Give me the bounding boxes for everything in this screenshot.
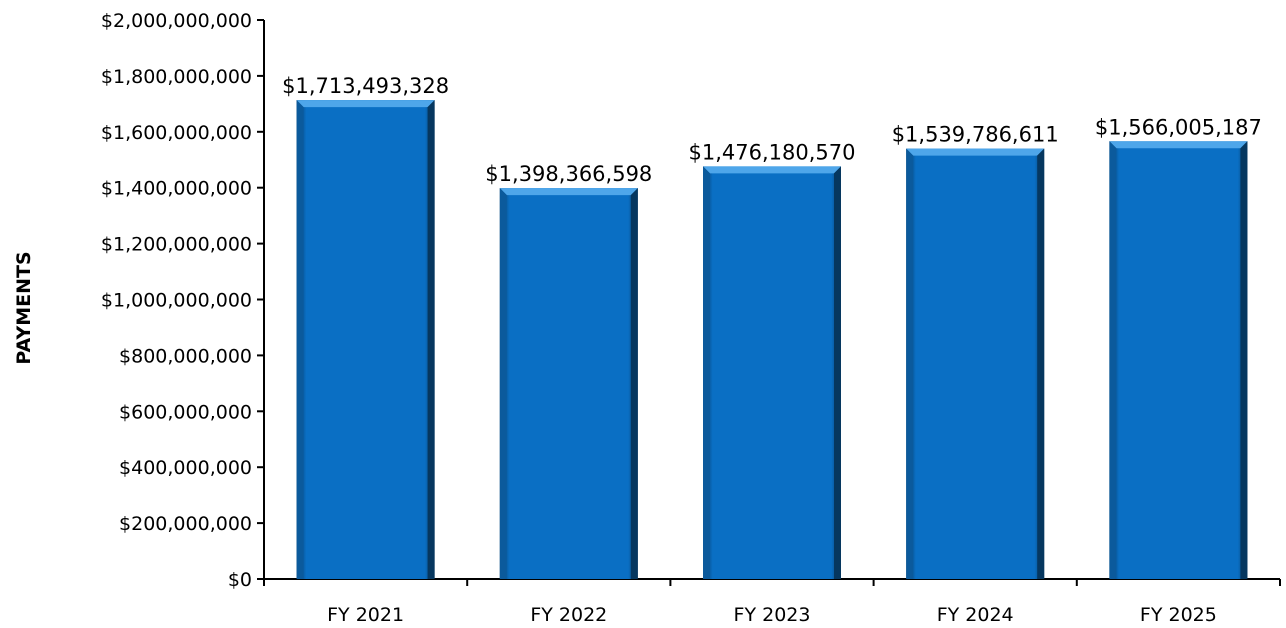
bar-top-bevel bbox=[906, 148, 1045, 156]
bar-body bbox=[703, 166, 841, 579]
bar-right-bevel bbox=[834, 166, 841, 579]
bar-left-bevel bbox=[703, 166, 710, 579]
x-tick-label: FY 2021 bbox=[327, 604, 404, 626]
bar-right-bevel bbox=[427, 100, 435, 579]
bar-top-bevel bbox=[703, 166, 841, 174]
bar bbox=[296, 100, 435, 579]
bar-value-label: $1,398,366,598 bbox=[485, 162, 652, 186]
bar-body bbox=[499, 188, 638, 579]
y-tick-label: $400,000,000 bbox=[119, 457, 252, 479]
bar-left-bevel bbox=[1109, 141, 1117, 579]
x-tick-label: FY 2025 bbox=[1140, 604, 1217, 626]
y-tick-label: $1,400,000,000 bbox=[101, 178, 252, 200]
bar-value-label: $1,476,180,570 bbox=[689, 140, 856, 164]
y-tick-label: $1,800,000,000 bbox=[101, 66, 252, 88]
x-tick-label: FY 2023 bbox=[734, 604, 811, 626]
bar-body bbox=[296, 100, 435, 579]
bar-right-bevel bbox=[1037, 148, 1045, 579]
bar-right-bevel bbox=[630, 188, 638, 579]
x-tick-label: FY 2022 bbox=[530, 604, 607, 626]
bar-top-bevel bbox=[499, 188, 638, 196]
bar-left-bevel bbox=[499, 188, 507, 579]
y-tick-label: $1,600,000,000 bbox=[101, 122, 252, 144]
bar-value-label: $1,539,786,611 bbox=[892, 123, 1059, 147]
bar bbox=[703, 166, 841, 579]
data-labels: $1,713,493,328 $1,398,366,598 $1,476,180,5… bbox=[282, 74, 1262, 186]
bar-body bbox=[1109, 141, 1248, 579]
y-axis: $0 $200,000,000 $400,000,000 $600,000,000 $8… bbox=[101, 10, 265, 591]
bar bbox=[499, 188, 638, 579]
y-tick-label: $2,000,000,000 bbox=[101, 10, 252, 32]
bar bbox=[1109, 141, 1248, 579]
bar-value-label: $1,713,493,328 bbox=[282, 74, 449, 98]
bar-right-bevel bbox=[1240, 141, 1248, 579]
y-tick-label: $200,000,000 bbox=[119, 513, 252, 535]
bars bbox=[296, 100, 1248, 579]
y-tick-label: $1,000,000,000 bbox=[101, 290, 252, 312]
y-tick-label: $800,000,000 bbox=[119, 345, 252, 367]
bar-left-bevel bbox=[906, 148, 914, 579]
y-tick-label: $600,000,000 bbox=[119, 401, 252, 423]
bar-top-bevel bbox=[296, 100, 435, 108]
bar bbox=[906, 148, 1045, 579]
bar-value-label: $1,566,005,187 bbox=[1095, 115, 1262, 139]
bar-left-bevel bbox=[296, 100, 304, 579]
x-axis: FY 2021 FY 2022 FY 2023 FY 2024 FY 2025 bbox=[263, 578, 1281, 626]
y-axis-title: PAYMENTS bbox=[13, 251, 35, 364]
x-tick-label: FY 2024 bbox=[937, 604, 1014, 626]
y-tick-label: $0 bbox=[228, 569, 252, 591]
y-tick-label: $1,200,000,000 bbox=[101, 234, 252, 256]
bar-body bbox=[906, 148, 1045, 579]
bar-top-bevel bbox=[1109, 141, 1248, 149]
